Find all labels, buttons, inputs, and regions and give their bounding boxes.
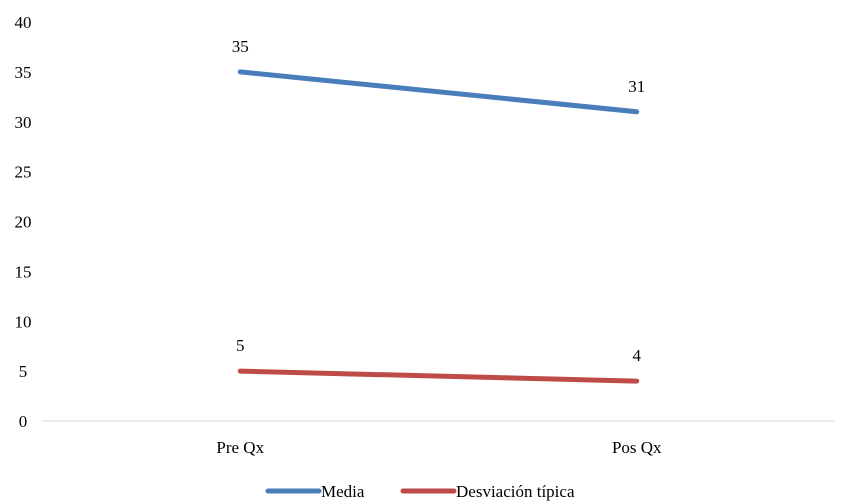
y-tick-label: 0 — [19, 412, 28, 431]
data-labels: 35 31 5 4 — [232, 37, 646, 365]
y-tick-label: 40 — [15, 13, 32, 32]
series-layer — [237, 69, 640, 384]
y-tick-label: 30 — [15, 113, 32, 132]
series-line — [237, 368, 640, 384]
data-label: 5 — [236, 336, 245, 355]
data-label: 31 — [628, 77, 645, 96]
legend-label: Desviación típica — [456, 482, 575, 501]
y-tick-label: 25 — [15, 163, 32, 182]
x-axis: Pre Qx Pos Qx — [42, 420, 835, 457]
y-tick-label: 10 — [15, 312, 32, 331]
y-tick-label: 5 — [19, 362, 28, 381]
y-tick-label: 15 — [15, 262, 32, 281]
x-tick-label: Pos Qx — [612, 438, 662, 457]
data-label: 4 — [633, 346, 642, 365]
series-line — [237, 69, 640, 115]
legend: Media Desviación típica — [265, 482, 575, 501]
data-label: 35 — [232, 37, 249, 56]
y-tick-label: 20 — [15, 213, 32, 232]
legend-label: Media — [321, 482, 365, 501]
x-tick-label: Pre Qx — [216, 438, 264, 457]
y-axis: 0 5 10 15 20 25 30 35 40 — [15, 13, 32, 431]
y-tick-label: 35 — [15, 63, 32, 82]
